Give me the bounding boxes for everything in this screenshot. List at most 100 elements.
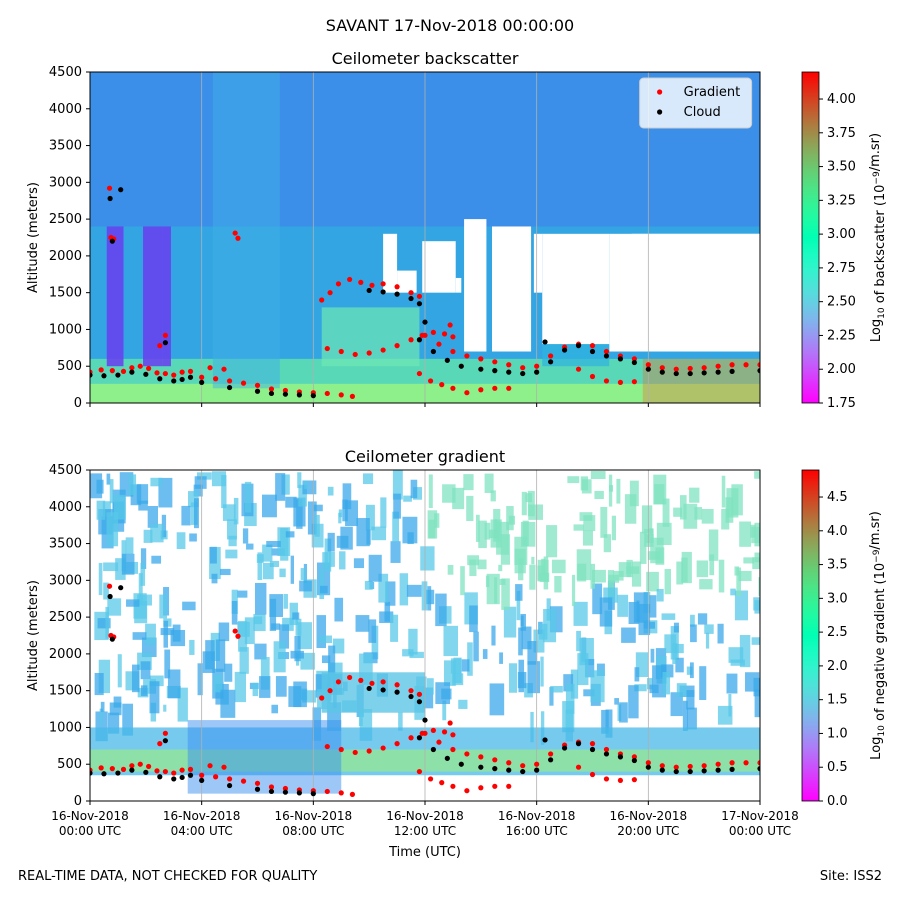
- gradient-cell: [565, 709, 573, 742]
- cloud-point: [603, 353, 610, 359]
- gradient-cell: [210, 632, 220, 661]
- gradient-point: [207, 365, 213, 371]
- cloud-point: [659, 369, 665, 375]
- gradient-cell: [102, 501, 111, 516]
- gradient-cell: [293, 681, 307, 708]
- gradient-point: [631, 777, 637, 783]
- gradient-cell: [140, 548, 147, 569]
- gradient-cell: [220, 689, 236, 718]
- missing-data-gap: [422, 241, 456, 293]
- gradient-cell: [262, 562, 274, 580]
- colorbar-tick-label: 3.75: [827, 126, 856, 141]
- gradient-cell: [689, 487, 700, 503]
- gradient-point: [408, 290, 414, 296]
- gradient-point: [520, 365, 526, 371]
- gradient-cell: [378, 573, 389, 603]
- gradient-cell: [392, 470, 403, 500]
- gradient-point: [450, 385, 456, 391]
- gradient-cell: [160, 628, 175, 636]
- colorbar-tick-label: 2.25: [827, 328, 856, 343]
- gradient-cell: [297, 472, 302, 489]
- gradient-point: [430, 329, 436, 335]
- cloud-point: [171, 378, 177, 384]
- gradient-cell: [253, 616, 263, 625]
- plot-area: [90, 470, 760, 801]
- gradient-point: [659, 365, 665, 371]
- gradient-cell: [573, 601, 588, 626]
- low-signal-column: [106, 226, 124, 367]
- gradient-cell: [409, 651, 424, 659]
- cloud-point: [296, 790, 302, 796]
- gradient-cell: [442, 700, 447, 721]
- panel-title: Ceilometer backscatter: [332, 49, 519, 68]
- gradient-cell: [670, 692, 683, 717]
- gradient-cell: [314, 514, 320, 537]
- gradient-point: [154, 768, 160, 774]
- gradient-cell: [683, 503, 698, 529]
- gradient-point: [757, 362, 760, 368]
- x-tick-label: 16-Nov-2018: [51, 809, 129, 823]
- colorbar-tick-label: 2.0: [827, 659, 848, 674]
- gradient-point: [450, 783, 456, 789]
- gradient-cell: [106, 473, 111, 485]
- legend-label: Gradient: [684, 85, 741, 100]
- gradient-point: [146, 763, 152, 770]
- gradient-point: [324, 345, 330, 352]
- gradient-point: [478, 356, 484, 362]
- cloud-point: [226, 384, 233, 391]
- gradient-cell: [631, 561, 642, 587]
- gradient-point: [157, 741, 163, 747]
- y-tick-label: 4000: [49, 500, 82, 515]
- cloud-point: [171, 776, 177, 782]
- gradient-cell: [499, 578, 506, 585]
- gradient-point: [506, 760, 512, 766]
- gradient-cell: [181, 505, 191, 526]
- cloud-point: [575, 343, 582, 349]
- gradient-cell: [254, 643, 267, 660]
- gradient-point: [335, 679, 342, 685]
- gradient-cell: [233, 497, 239, 525]
- gradient-cell: [546, 525, 558, 558]
- colorbar-tick-label: 0.0: [827, 794, 848, 809]
- gradient-cell: [463, 474, 474, 491]
- quality-disclaimer: REAL-TIME DATA, NOT CHECKED FOR QUALITY: [18, 869, 318, 884]
- y-tick-label: 1000: [49, 322, 82, 337]
- cloud-point: [492, 368, 498, 374]
- gradient-cell: [639, 531, 647, 564]
- gradient-cell: [453, 657, 462, 684]
- gradient-cell: [527, 661, 540, 694]
- gradient-point: [352, 351, 358, 358]
- gradient-cell: [126, 599, 140, 607]
- cloud-point: [687, 370, 693, 377]
- legend-box: [639, 77, 753, 129]
- y-axis-label: Altitude (meters): [26, 580, 41, 691]
- gradient-cell: [197, 663, 203, 696]
- gradient-cell: [494, 577, 498, 604]
- gradient-cell: [743, 557, 755, 564]
- gradient-cell: [701, 509, 714, 524]
- missing-data-gap: [631, 233, 760, 352]
- low-signal-column: [143, 226, 163, 367]
- gradient-point: [548, 751, 554, 757]
- cloud-point: [143, 769, 149, 775]
- colorbar-tick-label: 1.75: [827, 396, 856, 411]
- gradient-cell: [300, 568, 306, 580]
- gradient-cell: [675, 643, 684, 654]
- gradient-point: [380, 347, 386, 353]
- gradient-cell: [491, 625, 496, 646]
- gradient-point: [394, 682, 400, 688]
- x-tick-label: 00:00 UTC: [729, 824, 791, 838]
- gradient-cell: [132, 632, 147, 640]
- gradient-cell: [285, 496, 297, 508]
- gradient-cell: [106, 512, 119, 547]
- gradient-cell: [518, 558, 524, 581]
- gradient-point: [645, 760, 651, 766]
- gradient-cell: [149, 681, 160, 714]
- y-tick-label: 3000: [49, 573, 82, 588]
- gradient-point: [408, 688, 414, 694]
- gradient-cell: [580, 476, 589, 491]
- gradient-point: [327, 290, 333, 296]
- gradient-cell: [239, 647, 249, 674]
- gradient-cell: [758, 577, 760, 597]
- gradient-point: [358, 279, 364, 285]
